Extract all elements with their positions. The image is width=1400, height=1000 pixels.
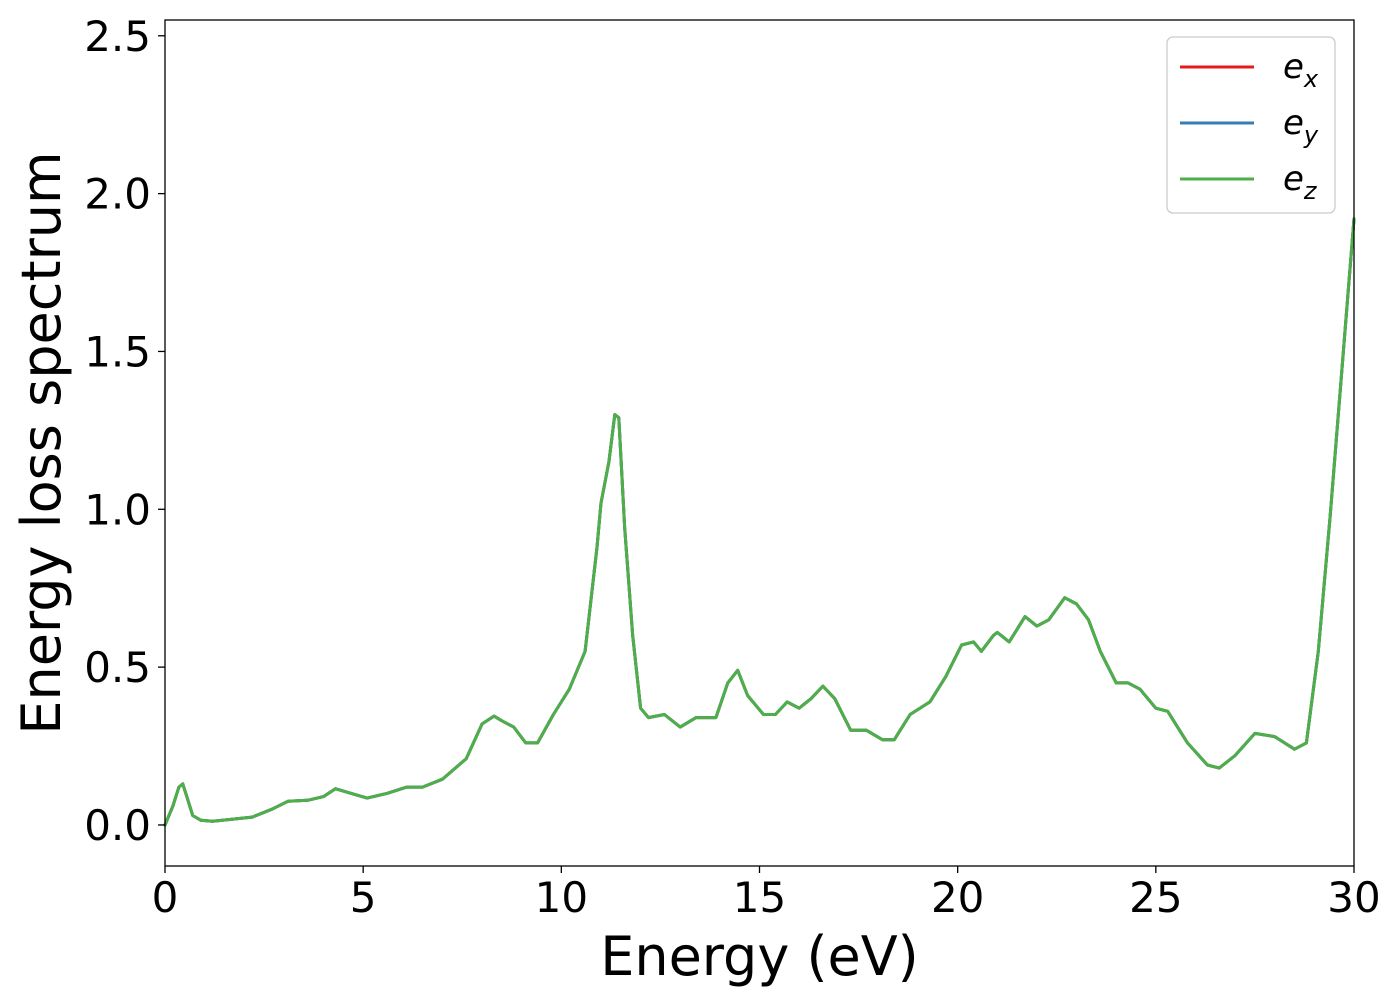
x-axis-label: Energy (eV) [600,925,919,988]
series-line-e-x [165,219,1354,825]
series-layer [165,219,1354,825]
x-tick-label: 15 [733,873,786,922]
series-line-e-z [165,219,1354,825]
x-tick-label: 20 [931,873,984,922]
y-tick-label: 1.5 [84,327,151,376]
series-line-e-y [165,219,1354,825]
x-tick-label: 25 [1129,873,1182,922]
x-tick-label: 30 [1327,873,1380,922]
y-tick-label: 1.0 [84,485,151,534]
y-tick-label: 2.0 [84,170,151,219]
y-tick-label: 0.5 [84,643,151,692]
y-tick-label: 2.5 [84,12,151,61]
x-tick-label: 0 [152,873,179,922]
x-tick-label: 5 [350,873,377,922]
y-axis: 0.0 0.5 1.0 1.5 2.0 2.5 [84,12,165,850]
x-axis: 0 5 10 15 20 25 30 [152,866,1381,922]
x-tick-label: 10 [535,873,588,922]
y-tick-label: 0.0 [84,801,151,850]
y-axis-label: Energy loss spectrum [10,151,73,734]
